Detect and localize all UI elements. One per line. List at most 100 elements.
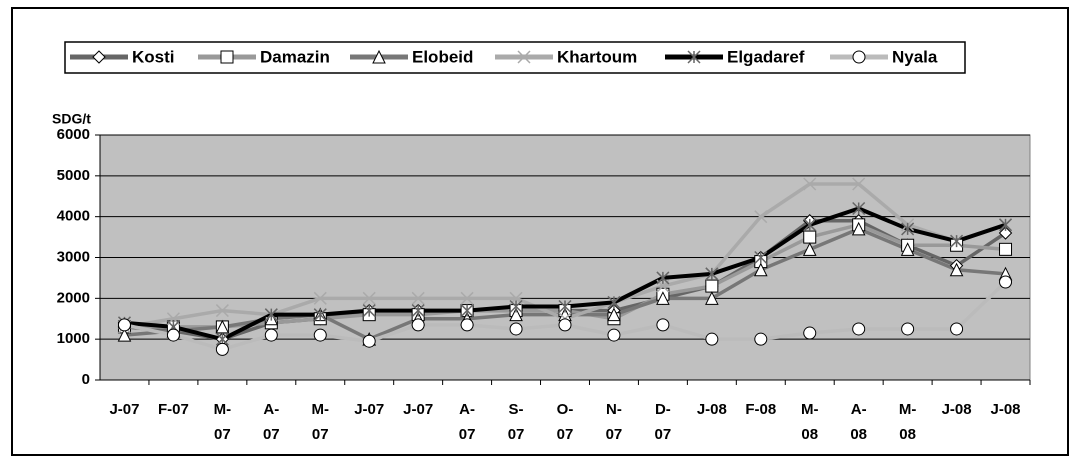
marker (803, 326, 817, 340)
marker (998, 226, 1013, 240)
x-tick-label: M- 07 (213, 401, 232, 443)
x-tick-label: J-08 (990, 401, 1021, 418)
marker (705, 291, 719, 305)
x-tick-label: D- 07 (654, 401, 672, 443)
marker (509, 299, 523, 314)
marker (215, 342, 229, 356)
x-tick-label: O- 07 (556, 401, 574, 443)
marker (753, 262, 768, 277)
y-axis-label: SDG/t (52, 111, 91, 127)
marker (313, 328, 327, 342)
marker (607, 307, 621, 322)
legend-label: Damazin (260, 47, 330, 66)
legend-marker (220, 50, 234, 64)
x-tick-label: M- 08 (898, 401, 917, 443)
marker (949, 262, 964, 277)
frame (11, 7, 1069, 456)
x-tick-label: A- 07 (458, 401, 476, 443)
marker (264, 308, 278, 322)
marker (901, 322, 915, 336)
x-tick-label: J-07 (403, 401, 434, 418)
marker (851, 221, 866, 236)
marker (411, 291, 425, 305)
marker (754, 332, 768, 346)
marker (607, 328, 621, 342)
marker (900, 242, 915, 256)
y-tick-label: 6000 (57, 126, 90, 143)
y-tick-label: 1000 (57, 330, 90, 347)
marker (509, 307, 523, 322)
y-tick-label: 2000 (57, 289, 90, 306)
marker (313, 308, 327, 322)
x-tick-label: N- 07 (605, 401, 623, 443)
marker (999, 242, 1013, 256)
marker (411, 304, 425, 318)
marker (460, 291, 474, 305)
marker (166, 328, 180, 342)
legend-label: Kosti (132, 47, 175, 66)
x-tick-label: J-07 (109, 401, 140, 418)
legend-marker (852, 50, 866, 64)
x-tick-label: F-07 (157, 401, 189, 418)
legend-label: Nyala (892, 47, 938, 66)
marker (705, 267, 719, 281)
x-tick-label: S- 07 (507, 401, 525, 443)
marker (558, 318, 572, 332)
marker (117, 327, 132, 342)
x-tick-label: J-08 (696, 401, 727, 418)
legend-marker (687, 50, 701, 64)
marker (362, 304, 376, 318)
y-tick-label: 0 (82, 371, 90, 388)
marker (852, 201, 866, 216)
marker (852, 177, 866, 191)
x-tick-label: M- 07 (311, 401, 330, 443)
marker (950, 234, 964, 248)
marker (215, 304, 229, 318)
marker (558, 299, 572, 314)
marker (754, 210, 768, 224)
x-tick-label: A- 07 (262, 401, 280, 443)
legend-marker (92, 50, 106, 64)
marker (803, 218, 817, 232)
marker (215, 319, 230, 334)
marker (803, 177, 817, 191)
legend-label: Elobeid (412, 47, 473, 66)
marker (998, 218, 1013, 232)
marker (705, 279, 719, 293)
marker (754, 250, 768, 265)
legend-marker (517, 50, 531, 64)
marker (656, 318, 670, 332)
y-tick-label: 3000 (57, 248, 90, 265)
marker (802, 242, 817, 256)
marker (705, 332, 719, 346)
marker (607, 295, 621, 309)
marker (117, 318, 131, 332)
marker (460, 304, 474, 318)
x-tick-label: M- 08 (800, 401, 819, 443)
y-tick-label: 4000 (57, 208, 90, 225)
marker (803, 230, 817, 244)
x-tick-label: J-07 (354, 401, 385, 418)
x-tick-label: A- 08 (850, 401, 868, 443)
marker (852, 322, 866, 336)
marker (950, 322, 964, 336)
legend-label: Khartoum (557, 47, 637, 66)
marker (362, 291, 376, 305)
y-tick-label: 5000 (57, 167, 90, 184)
marker (901, 222, 915, 236)
legend-label: Elgadaref (727, 47, 805, 66)
marker (656, 271, 670, 285)
marker (999, 275, 1013, 289)
marker (411, 318, 425, 332)
x-tick-label: F-08 (745, 401, 777, 418)
marker (509, 322, 523, 336)
marker (656, 291, 670, 305)
marker (460, 318, 474, 332)
marker (313, 291, 327, 305)
marker (264, 328, 278, 342)
legend-marker (372, 49, 386, 64)
marker (362, 334, 376, 348)
x-tick-label: J-08 (941, 401, 972, 418)
